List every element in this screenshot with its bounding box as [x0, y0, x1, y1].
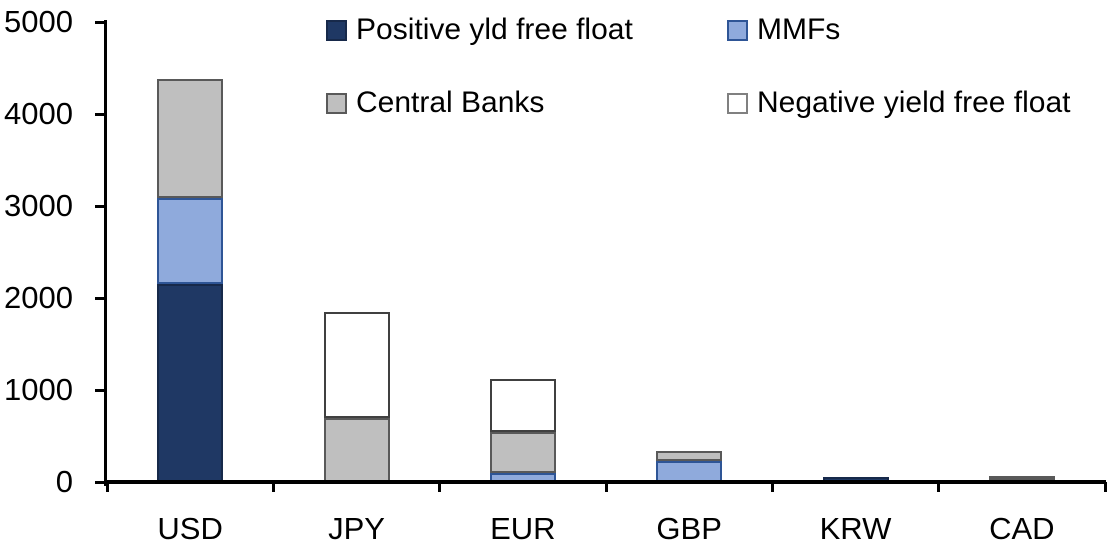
- bar-segment-central-banks-eur: [489, 432, 556, 473]
- x-axis-label-eur: EUR: [490, 511, 556, 546]
- legend-label-mmfs: MMFs: [757, 13, 841, 46]
- y-axis-tick-label: 0: [55, 464, 73, 499]
- x-axis-label-jpy: JPY: [328, 511, 385, 546]
- x-axis-label-cad: CAD: [989, 511, 1055, 546]
- bar-segment-mmfs-usd: [157, 197, 224, 285]
- bar-segment-central-banks-jpy: [323, 417, 390, 482]
- bar-segment-central-banks-cad: [988, 476, 1055, 481]
- y-axis-tick-label: 5000: [4, 4, 73, 39]
- y-axis-line: [104, 20, 107, 486]
- x-axis-label-krw: KRW: [819, 511, 892, 546]
- legend-label-central-banks: Central Banks: [356, 86, 545, 119]
- y-axis-tick-label: 4000: [4, 96, 73, 131]
- x-axis-tick: [770, 482, 774, 492]
- bar-segment-negative-yield-free-float-jpy: [323, 311, 390, 418]
- legend-marker-negative-yield-free-float: [727, 92, 748, 114]
- legend-item-central-banks: Central Banks: [326, 87, 544, 119]
- legend-item-negative-yield-free-float: Negative yield free float: [727, 87, 1071, 119]
- y-axis-tick-label: 1000: [4, 372, 73, 407]
- bar-segment-positive-yld-free-float-usd: [157, 284, 224, 482]
- x-axis-tick: [105, 482, 109, 492]
- x-axis-tick: [1103, 482, 1107, 492]
- bar-segment-negative-yield-free-float-eur: [489, 379, 556, 433]
- x-axis-label-usd: USD: [157, 511, 223, 546]
- legend-marker-central-banks: [326, 92, 347, 114]
- legend-marker-mmfs: [727, 19, 748, 41]
- x-axis-tick: [271, 482, 275, 492]
- y-axis-tick: [95, 388, 106, 392]
- y-axis-tick: [95, 480, 106, 484]
- legend-label-positive-yld-free-float: Positive yld free float: [356, 13, 633, 46]
- y-axis-tick: [95, 296, 106, 300]
- legend-item-mmfs: MMFs: [727, 14, 840, 46]
- y-axis-tick: [95, 204, 106, 208]
- x-axis-tick: [937, 482, 941, 492]
- legend-marker-positive-yld-free-float: [326, 19, 347, 41]
- bar-segment-central-banks-gbp: [656, 451, 723, 462]
- legend-item-positive-yld-free-float: Positive yld free float: [326, 14, 633, 46]
- x-axis-label-gbp: GBP: [656, 511, 722, 546]
- y-axis-tick: [95, 112, 106, 116]
- y-axis-tick: [95, 20, 106, 24]
- y-axis-tick-label: 3000: [4, 188, 73, 223]
- bar-segment-mmfs-gbp: [656, 461, 723, 482]
- bar-segment-central-banks-usd: [157, 79, 224, 198]
- x-axis-tick: [604, 482, 608, 492]
- y-axis-tick-label: 2000: [4, 280, 73, 315]
- x-axis-tick: [438, 482, 442, 492]
- legend-label-negative-yield-free-float: Negative yield free float: [757, 86, 1071, 119]
